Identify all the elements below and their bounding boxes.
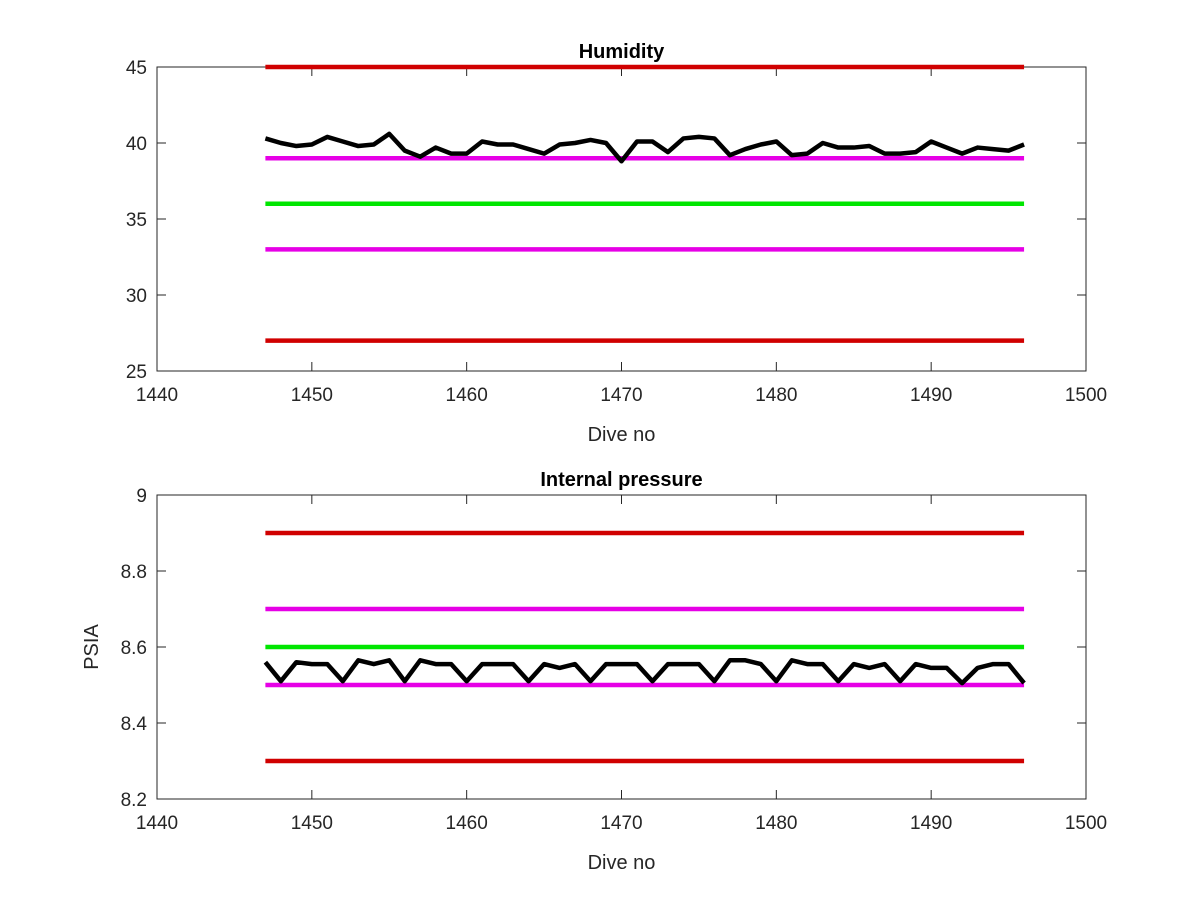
x-tick-label: 1480 <box>755 385 797 406</box>
y-tick-label: 30 <box>126 286 147 307</box>
y-tick-label: 25 <box>126 362 147 383</box>
x-tick-label: 1450 <box>291 813 333 834</box>
y-tick-label: 8.8 <box>121 562 147 583</box>
y-tick-label: 8.2 <box>121 790 147 811</box>
y-tick-label: 9 <box>136 486 147 507</box>
chart-panels: 1440 1450 1460 1470 1480 1490 1500 25 30 35 40 45 Hu… <box>81 41 1107 874</box>
y-tick-label: 40 <box>126 134 147 155</box>
x-tick-label: 1450 <box>291 385 333 406</box>
x-tick-label: 1440 <box>136 385 178 406</box>
x-tick-label: 1490 <box>910 813 952 834</box>
x-tick-label: 1460 <box>446 813 488 834</box>
x-tick-label: 1480 <box>755 813 797 834</box>
y-tick-label: 8.6 <box>121 638 147 659</box>
data-series-line <box>264 131 1025 164</box>
chart-panel-2: 1440 1450 1460 1470 1480 1490 1500 8.2 8.4 8.6 8.8… <box>81 469 1107 874</box>
chart-title: Internal pressure <box>540 469 702 491</box>
x-tick-label: 1500 <box>1065 813 1107 834</box>
y-axis-label: PSIA <box>81 624 103 670</box>
x-axis-label: Dive no <box>588 852 656 874</box>
y-tick-label: 45 <box>126 58 147 79</box>
chart-panel-1: 1440 1450 1460 1470 1480 1490 1500 25 30 35 40 45 Hu… <box>126 41 1107 446</box>
y-tick-label: 35 <box>126 210 147 231</box>
x-tick-label: 1440 <box>136 813 178 834</box>
chart-title: Humidity <box>579 41 665 63</box>
x-tick-label: 1460 <box>446 385 488 406</box>
x-tick-label: 1500 <box>1065 385 1107 406</box>
x-tick-label: 1470 <box>600 385 642 406</box>
data-series-line <box>263 658 1026 686</box>
x-axis-label: Dive no <box>588 424 656 446</box>
x-tick-label: 1490 <box>910 385 952 406</box>
x-tick-label: 1470 <box>600 813 642 834</box>
y-tick-label: 8.4 <box>121 714 148 735</box>
axes-frame <box>156 66 1087 372</box>
